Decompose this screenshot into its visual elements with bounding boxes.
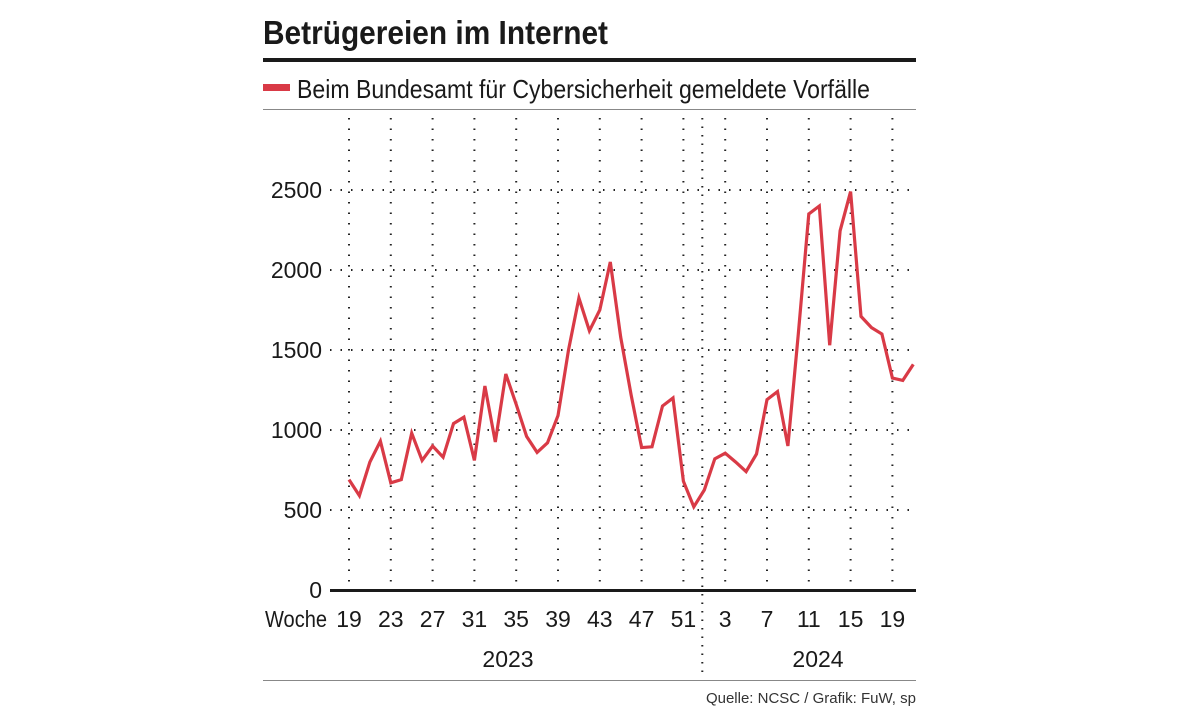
- year-label-2024: 2024: [792, 646, 843, 672]
- x-tick-label: 7: [761, 606, 774, 632]
- year-label-2023: 2023: [482, 646, 533, 672]
- x-tick-label: 35: [503, 606, 529, 632]
- title-rule: [263, 58, 916, 62]
- y-tick-label: 0: [309, 577, 322, 603]
- x-tick-label: 19: [336, 606, 362, 632]
- y-tick-label: 500: [284, 497, 322, 523]
- series-line: [347, 191, 915, 511]
- y-tick-label: 2000: [271, 257, 322, 283]
- x-tick-label: 47: [629, 606, 655, 632]
- x-tick-label: 43: [587, 606, 613, 632]
- x-axis-line: [330, 589, 916, 592]
- x-tick-label: 11: [797, 606, 821, 632]
- y-tick-label: 2500: [271, 177, 322, 203]
- x-tick-label: 31: [462, 606, 488, 632]
- y-tick-label: 1000: [271, 417, 322, 443]
- legend-swatch: [263, 84, 290, 91]
- legend-label: Beim Bundesamt für Cybersicherheit gemel…: [297, 74, 870, 104]
- x-tick-label: 23: [378, 606, 404, 632]
- x-tick-label: 19: [880, 606, 906, 632]
- legend-rule: [263, 109, 916, 110]
- x-tick-label: 51: [671, 606, 697, 632]
- x-tick-label: 15: [838, 606, 864, 632]
- y-tick-label: 1500: [271, 337, 322, 363]
- x-tick-label: 27: [420, 606, 446, 632]
- chart-title: Betrügereien im Internet: [263, 14, 608, 51]
- x-axis-label: Woche: [265, 606, 327, 632]
- x-tick-label: 3: [719, 606, 732, 632]
- x-tick-label: 39: [545, 606, 571, 632]
- source-note: Quelle: NCSC / Grafik: FuW, sp: [706, 690, 916, 707]
- bottom-rule: [263, 680, 916, 681]
